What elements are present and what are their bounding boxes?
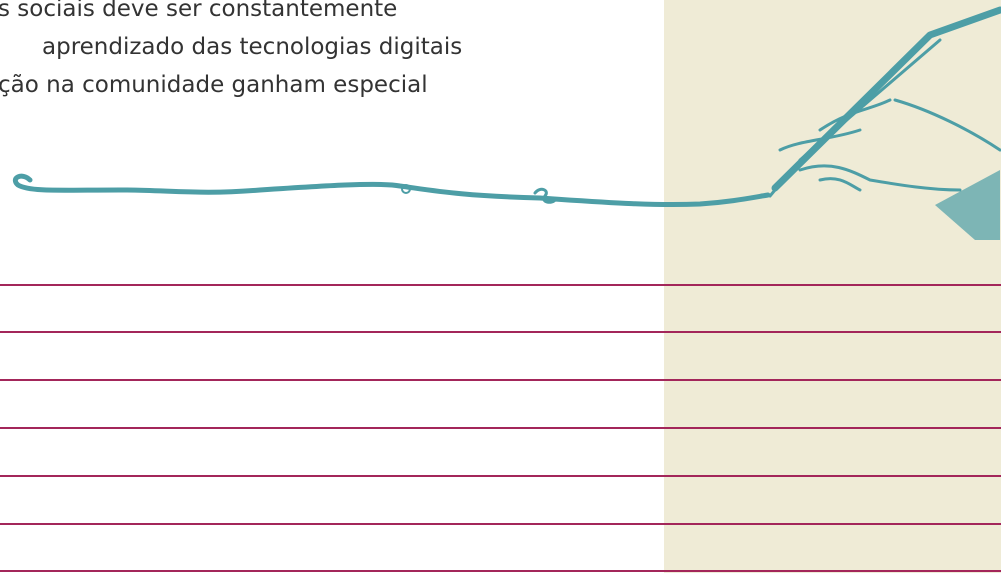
text-line: aprendizado das tecnologias digitais [42,34,462,60]
text-line: ção na comunidade ganham especial [0,72,428,98]
squiggle-line [12,173,771,208]
text-line: s sociais deve ser constantemente [0,0,397,22]
hand-with-pen [768,6,1001,240]
side-panel [664,0,1001,573]
